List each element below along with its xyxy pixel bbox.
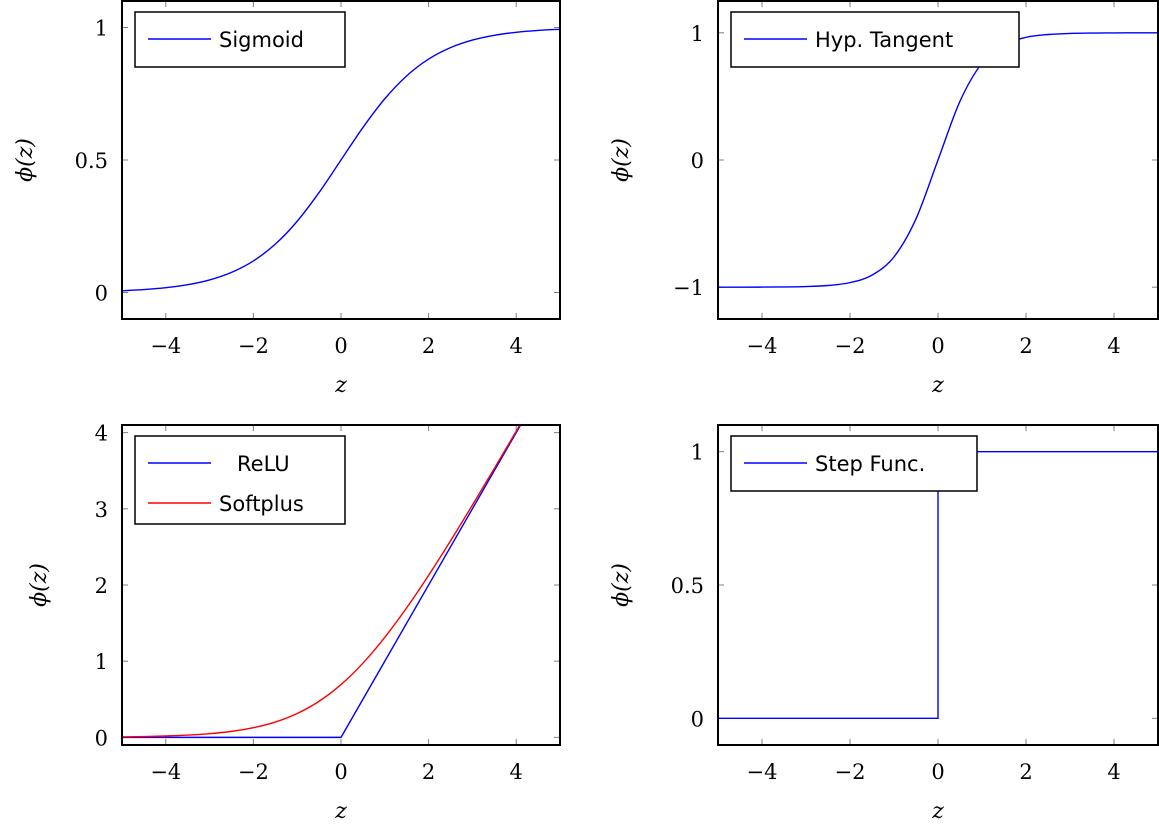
x-tick-label: 2 (1019, 760, 1032, 784)
series-line-relu (122, 425, 522, 739)
y-tick-label: 0 (95, 726, 108, 750)
y-tick-label: 0.5 (671, 574, 704, 598)
legend-label: ReLU (237, 452, 290, 476)
x-tick-label: −4 (747, 334, 778, 358)
legend-label: Softplus (219, 492, 304, 516)
y-tick-label: 1 (691, 22, 704, 46)
x-tick-label: 0 (931, 334, 944, 358)
axes-frame (121, 424, 561, 746)
x-tick-label: 0 (334, 760, 347, 784)
y-axis-label: ϕ(z) (609, 563, 634, 607)
x-tick-label: 4 (1107, 334, 1120, 358)
series-line-sigmoid (122, 28, 560, 292)
legend: Hyp. Tangent (730, 11, 1020, 68)
x-tick-label: −4 (150, 334, 181, 358)
subplot-relu-softplus: −4 −2 0 2 4 0 1 2 3 4 ReLU Softplus z ϕ(z) (27, 422, 561, 824)
x-tick-label: 4 (510, 334, 523, 358)
series-line-step-func (718, 450, 1158, 720)
axes-frame (717, 0, 1159, 320)
x-tick-label: −4 (150, 760, 181, 784)
x-tick-label: −2 (835, 760, 866, 784)
y-tick-label: 0 (95, 282, 108, 306)
legend-label: Sigmoid (219, 28, 304, 52)
y-tick-label: −1 (673, 276, 704, 300)
x-tick-label: −2 (238, 760, 269, 784)
x-axis-label: z (334, 373, 347, 398)
legend-label: Hyp. Tangent (815, 28, 953, 52)
subplot-step-func: −4 −2 0 2 4 0 0.5 1 Step Func. z ϕ(z) (609, 424, 1159, 824)
x-tick-label: 0 (931, 760, 944, 784)
y-axis-label: ϕ(z) (13, 138, 38, 182)
series-line-hyp-tangent (718, 32, 1158, 288)
y-tick-label: 1 (691, 441, 704, 465)
x-axis-label: z (334, 799, 347, 824)
subplot-sigmoid: −4 −2 0 2 4 0 0.5 1 Sigmoid z ϕ(z) (13, 0, 561, 398)
y-tick-label: 0 (691, 707, 704, 731)
legend: ReLU Softplus (134, 435, 346, 525)
series-line-softplus (122, 425, 521, 738)
y-tick-label: 4 (95, 422, 108, 446)
y-tick-label: 2 (95, 574, 108, 598)
y-tick-label: 0 (691, 149, 704, 173)
x-axis-label: z (931, 799, 944, 824)
legend: Step Func. (730, 435, 978, 492)
axes-frame (121, 0, 561, 320)
x-tick-label: −2 (835, 334, 866, 358)
subplot-hyp-tangent: −4 −2 0 2 4 −1 0 1 Hyp. Tangent z ϕ(z) (609, 0, 1159, 398)
y-tick-label: 0.5 (75, 149, 108, 173)
y-axis-label: ϕ(z) (27, 563, 52, 607)
y-tick-label: 3 (95, 498, 108, 522)
x-axis-label: z (931, 373, 944, 398)
x-tick-label: 2 (1019, 334, 1032, 358)
legend-box (134, 435, 346, 525)
legend-label: Step Func. (815, 452, 925, 476)
x-tick-label: −4 (747, 760, 778, 784)
x-tick-label: 4 (510, 760, 523, 784)
x-tick-label: 0 (334, 334, 347, 358)
legend: Sigmoid (134, 11, 346, 68)
y-tick-label: 1 (95, 17, 108, 41)
x-tick-label: 2 (422, 760, 435, 784)
axes-frame (717, 424, 1159, 746)
y-axis-label: ϕ(z) (609, 138, 634, 182)
x-tick-label: 4 (1107, 760, 1120, 784)
y-tick-label: 1 (95, 650, 108, 674)
x-tick-label: 2 (422, 334, 435, 358)
x-tick-label: −2 (238, 334, 269, 358)
